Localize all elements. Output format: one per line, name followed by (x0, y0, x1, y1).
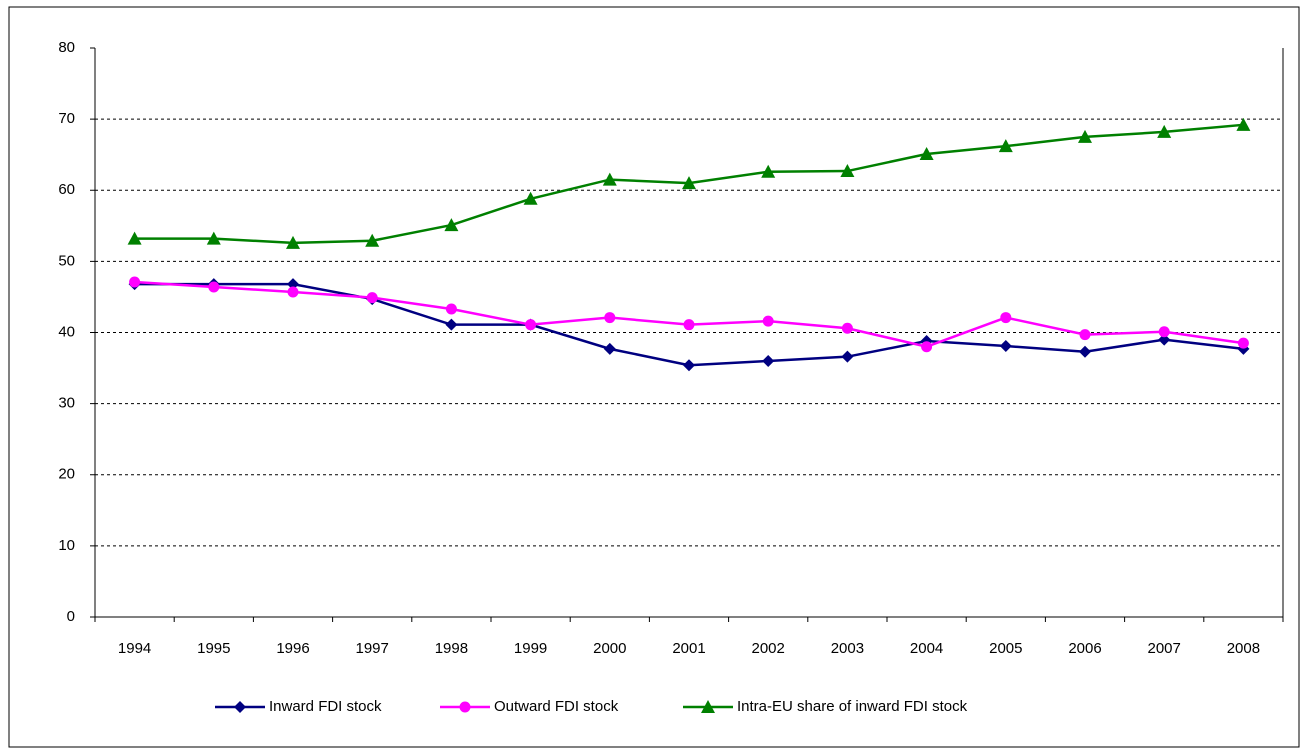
legend-label: Outward FDI stock (494, 698, 619, 715)
data-point (602, 172, 617, 186)
chart-frame (8, 6, 1300, 748)
x-tick-label: 1998 (435, 640, 468, 657)
data-point (1079, 329, 1091, 341)
data-point (208, 281, 220, 293)
y-tick-label: 50 (58, 252, 75, 269)
data-point (365, 233, 380, 247)
data-point (1000, 312, 1012, 324)
data-point (921, 341, 933, 353)
data-point (998, 139, 1013, 153)
data-point (841, 322, 853, 334)
x-tick-label: 2007 (1148, 640, 1181, 657)
legend-label: Inward FDI stock (269, 698, 382, 715)
data-point (1158, 333, 1171, 346)
legend-marker (234, 701, 246, 713)
data-point (840, 164, 855, 178)
x-tick-label: 1994 (118, 640, 151, 657)
y-tick-label: 20 (58, 466, 75, 483)
x-tick-label: 2006 (1068, 640, 1101, 657)
data-point (444, 218, 459, 232)
data-point (682, 176, 696, 190)
data-point (287, 278, 299, 291)
data-point (604, 312, 616, 324)
x-tick-label: 1996 (276, 640, 309, 657)
data-point (762, 354, 775, 367)
data-point (445, 303, 457, 315)
data-point (919, 146, 934, 160)
x-tick-label: 1997 (356, 640, 389, 657)
x-tick-label: 1999 (514, 640, 547, 657)
x-tick-label: 2001 (672, 640, 705, 657)
data-point (762, 315, 774, 327)
x-tick-label: 1995 (197, 640, 230, 657)
data-point (206, 231, 221, 245)
y-tick-label: 60 (58, 181, 75, 198)
data-point (525, 319, 537, 331)
data-point (523, 191, 538, 205)
x-tick-label: 2005 (989, 640, 1022, 657)
x-tick-label: 2002 (752, 640, 785, 657)
y-tick-label: 0 (67, 608, 75, 625)
data-point (1078, 129, 1092, 143)
data-point (286, 235, 300, 249)
data-point (445, 318, 458, 331)
y-tick-label: 70 (58, 110, 75, 127)
data-point (129, 276, 141, 288)
legend-marker (701, 700, 715, 713)
x-tick-label: 2000 (593, 640, 626, 657)
legend-label: Intra-EU share of inward FDI stock (737, 698, 968, 715)
data-point (366, 292, 378, 304)
data-point (1236, 117, 1251, 131)
data-point (683, 359, 695, 372)
x-tick-label: 2008 (1227, 640, 1260, 657)
legend-marker (459, 701, 471, 713)
y-tick-label: 80 (58, 39, 75, 56)
data-point (999, 340, 1012, 353)
data-point (1079, 345, 1091, 358)
y-tick-label: 30 (58, 395, 75, 412)
data-point (287, 286, 299, 298)
x-tick-label: 2003 (831, 640, 864, 657)
y-tick-label: 40 (58, 323, 75, 340)
data-point (1237, 337, 1249, 349)
data-point (761, 164, 776, 178)
y-tick-label: 10 (58, 537, 75, 554)
data-point (841, 350, 854, 363)
data-point (683, 319, 695, 331)
data-point (1157, 124, 1172, 138)
data-point (127, 231, 142, 245)
x-tick-label: 2004 (910, 640, 943, 657)
data-point (603, 342, 616, 355)
data-point (1158, 326, 1170, 338)
